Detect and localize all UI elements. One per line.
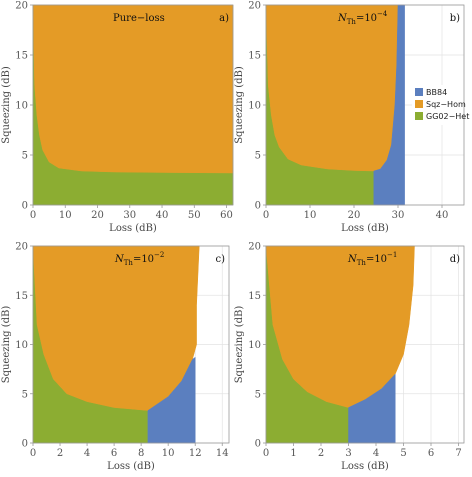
y-axis-label: Squeezing (dB) [234,66,245,144]
y-tick-label: 5 [255,151,261,162]
panel-4: 0 1 2 3 4 5 6 7 0 5 10 15 20 Loss (dB) Squeezing (dB) d… [234,242,465,472]
x-tick-label: 6 [111,448,117,459]
x-tick-label: 10 [162,448,175,459]
y-tick-label: 5 [22,151,28,162]
x-tick-label: 20 [91,210,104,221]
x-tick-label: 40 [436,210,449,221]
panel-title: NTh=10−2 [114,251,164,267]
y-tick-label: 20 [248,1,261,12]
panel-label: b) [450,13,460,24]
x-tick-label: 2 [57,448,63,459]
y-tick-label: 20 [248,242,261,253]
y-axis-label: Squeezing (dB) [1,66,12,144]
x-axis-label: Loss (dB) [341,223,389,234]
y-tick-label: 20 [15,1,28,12]
x-tick-label: 8 [138,448,144,459]
y-tick-label: 0 [22,439,28,450]
x-tick-label: 0 [30,448,36,459]
region-sqz-hom [265,4,399,172]
x-tick-label: 6 [428,448,434,459]
legend-label-sqz-hom: Sqz−Hom [426,100,466,109]
y-tick-label: 10 [15,101,28,112]
panel-label: a) [219,13,229,24]
x-tick-label: 0 [30,210,36,221]
x-tick-label: 4 [84,448,90,459]
y-tick-label: 15 [15,291,28,302]
x-tick-label: 3 [345,448,351,459]
legend: BB84 Sqz−Hom GG02−Het [412,85,469,125]
x-tick-label: 0 [263,448,269,459]
y-axis-label: Squeezing (dB) [1,306,12,384]
y-tick-label: 5 [22,389,28,400]
x-axis-label: Loss (dB) [109,223,157,234]
region-sqz-hom [32,4,234,174]
x-tick-label: 14 [216,448,229,459]
y-tick-label: 0 [255,439,261,450]
y-tick-label: 10 [15,340,28,351]
y-tick-label: 15 [248,291,261,302]
y-tick-label: 5 [255,389,261,400]
y-tick-label: 15 [15,51,28,62]
x-tick-label: 30 [123,210,136,221]
x-tick-label: 12 [189,448,202,459]
panel-3: 0 2 4 6 8 10 12 14 0 5 10 15 20 Loss (dB) Squeezing (d… [1,242,230,472]
legend-label-gg02-het: GG02−Het [426,112,469,121]
panel-label: d) [450,254,460,265]
legend-swatch-gg02-het [415,112,423,120]
panel-2: 0 10 20 30 40 0 5 10 15 20 Loss (dB) Squeezing (dB)… [234,1,469,235]
x-tick-label: 60 [220,210,233,221]
y-tick-label: 0 [22,201,28,212]
region-bb84 [147,356,196,444]
x-tick-label: 7 [455,448,461,459]
x-tick-label: 0 [263,210,269,221]
panel-label: c) [215,254,225,265]
x-tick-label: 4 [373,448,379,459]
panel-1: 0 10 20 30 40 50 60 0 5 10 15 20 Loss (dB) Squeezing … [1,1,234,234]
x-tick-label: 50 [188,210,201,221]
x-tick-label: 20 [348,210,361,221]
x-tick-label: 10 [59,210,72,221]
y-tick-label: 20 [15,242,28,253]
x-tick-label: 40 [156,210,169,221]
y-tick-label: 15 [248,51,261,62]
legend-label-bb84: BB84 [426,88,447,97]
y-tick-label: 0 [255,201,261,212]
y-tick-label: 10 [248,101,261,112]
x-axis-label: Loss (dB) [107,461,155,472]
panel-title: Pure−loss [113,13,165,24]
x-tick-label: 5 [400,448,406,459]
x-tick-label: 10 [304,210,317,221]
panel-title: NTh=10−4 [337,10,388,26]
panel-title: NTh=10−1 [347,251,397,267]
y-tick-label: 10 [248,340,261,351]
legend-swatch-bb84 [415,88,423,96]
y-axis-label: Squeezing (dB) [234,306,245,384]
region-bb84 [373,4,405,206]
x-axis-label: Loss (dB) [341,461,389,472]
x-tick-label: 1 [290,448,296,459]
x-tick-label: 30 [392,210,405,221]
x-tick-label: 2 [318,448,324,459]
legend-swatch-sqz-hom [415,100,423,108]
